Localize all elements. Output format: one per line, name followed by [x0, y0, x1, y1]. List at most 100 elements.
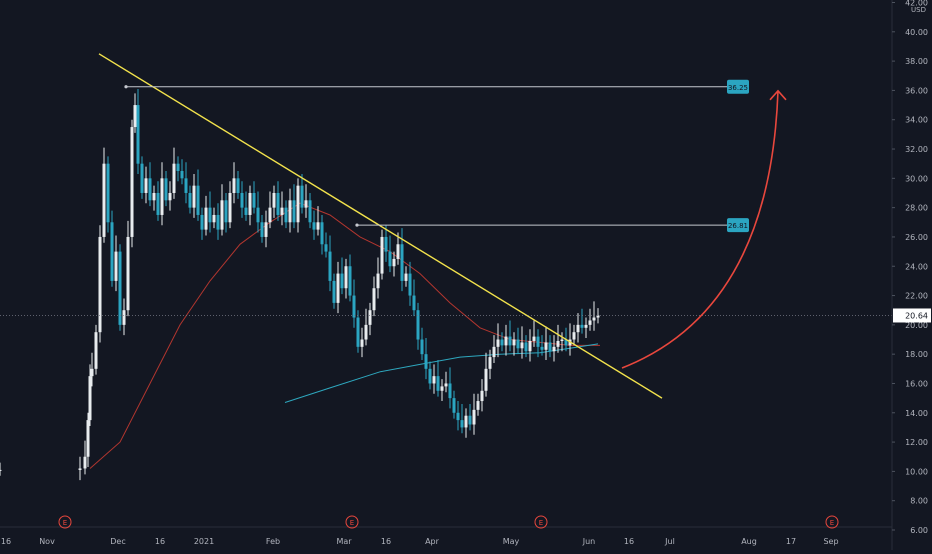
level-label-box: [727, 218, 749, 233]
candle-body: [472, 409, 476, 425]
candle-body: [552, 346, 556, 352]
candle-body: [388, 251, 392, 267]
earnings-marker-label: E: [350, 519, 354, 527]
candle-body: [136, 105, 140, 164]
y-tick-label: 24.00: [905, 262, 928, 271]
x-tick-label: 16: [1, 537, 11, 546]
candle-body: [106, 163, 110, 223]
candle-body: [536, 336, 540, 347]
candle-body: [424, 354, 428, 369]
candle-body: [248, 192, 252, 215]
candle-body: [276, 192, 280, 215]
candle-body: [144, 178, 148, 193]
candle-body: [288, 200, 292, 223]
candle-body: [164, 178, 168, 201]
candle-body: [468, 415, 472, 425]
candle-body: [440, 386, 444, 391]
candle-body: [168, 192, 172, 201]
candle-body: [452, 398, 456, 413]
candle-body: [83, 456, 87, 469]
candle-body: [404, 273, 408, 281]
earnings-marker: [825, 515, 839, 529]
candle-body: [436, 376, 440, 391]
x-tick-label: Dec: [110, 537, 125, 546]
candle-body: [196, 185, 200, 215]
candle-body: [564, 339, 568, 346]
candle-body: [324, 244, 328, 252]
y-tick-label: 10.00: [905, 467, 928, 476]
candle-body: [204, 207, 208, 230]
candle-body: [420, 339, 424, 355]
candle-body: [102, 163, 106, 237]
current-price-label: 20.64: [905, 311, 928, 320]
candle-body: [372, 288, 376, 311]
earnings-marker-label: E: [63, 519, 67, 527]
candle-body: [122, 310, 126, 325]
x-tick-label: May: [503, 537, 520, 546]
candle-body: [296, 185, 300, 223]
earnings-marker-label: E: [539, 519, 543, 527]
candle-body: [376, 273, 380, 289]
y-tick-label: 28.00: [905, 204, 928, 213]
candle-body: [540, 346, 544, 350]
candle-body: [560, 339, 564, 341]
candle-body: [340, 273, 344, 289]
candle-body: [88, 376, 92, 421]
x-tick-label: 2021: [194, 537, 214, 546]
candle-body: [184, 178, 188, 193]
candle-body: [240, 192, 244, 208]
currency-label: USD: [911, 6, 926, 14]
x-tick-label: Apr: [425, 537, 440, 546]
candle-body: [408, 273, 412, 296]
drawings: 36.25 26.81: [0, 53, 892, 399]
candle-body: [78, 468, 82, 470]
y-tick-label: 14.00: [905, 409, 928, 418]
x-tick-label: Aug: [741, 537, 757, 546]
candle-body: [448, 383, 452, 399]
x-tick-label: Jul: [664, 537, 675, 546]
level-label-box: [727, 79, 749, 94]
candle-body: [328, 251, 332, 281]
level-anchor: [355, 223, 359, 227]
earnings-marker: [345, 515, 359, 529]
candle-body: [192, 185, 196, 208]
candle-body: [532, 336, 536, 341]
projection-arrow-head: [769, 89, 787, 101]
candle-body: [496, 339, 500, 347]
candle-body: [152, 192, 156, 201]
candle-body: [130, 127, 134, 237]
candle-body: [544, 342, 548, 350]
candle-body: [412, 295, 416, 311]
candle-body: [528, 340, 532, 352]
level-label: 36.25: [728, 84, 748, 92]
candle-body: [176, 163, 180, 172]
candle-body: [268, 207, 272, 223]
candle-body: [336, 273, 340, 303]
candle-body: [312, 222, 316, 230]
y-tick-label: 38.00: [905, 57, 928, 66]
candle-body: [456, 412, 460, 421]
candle-body: [368, 310, 372, 325]
y-tick-label: 36.00: [905, 86, 928, 95]
candle-body: [500, 339, 504, 346]
candle-body: [432, 376, 436, 384]
candle-body: [588, 320, 592, 325]
candle-body: [384, 236, 388, 252]
candle-body: [90, 368, 94, 377]
candle-body: [524, 342, 528, 352]
x-tick-label: 16: [155, 537, 165, 546]
candle-body: [596, 315, 600, 318]
candle-body: [292, 200, 296, 223]
candle-body: [98, 236, 102, 333]
candle-body: [256, 207, 260, 223]
candle-body: [520, 342, 524, 349]
y-tick-label: 18.00: [905, 350, 928, 359]
candle-body: [396, 244, 400, 259]
candle-body: [576, 324, 580, 333]
candle-body: [580, 324, 584, 328]
x-tick-label: Mar: [336, 537, 352, 546]
y-tick-label: 34.00: [905, 116, 928, 125]
